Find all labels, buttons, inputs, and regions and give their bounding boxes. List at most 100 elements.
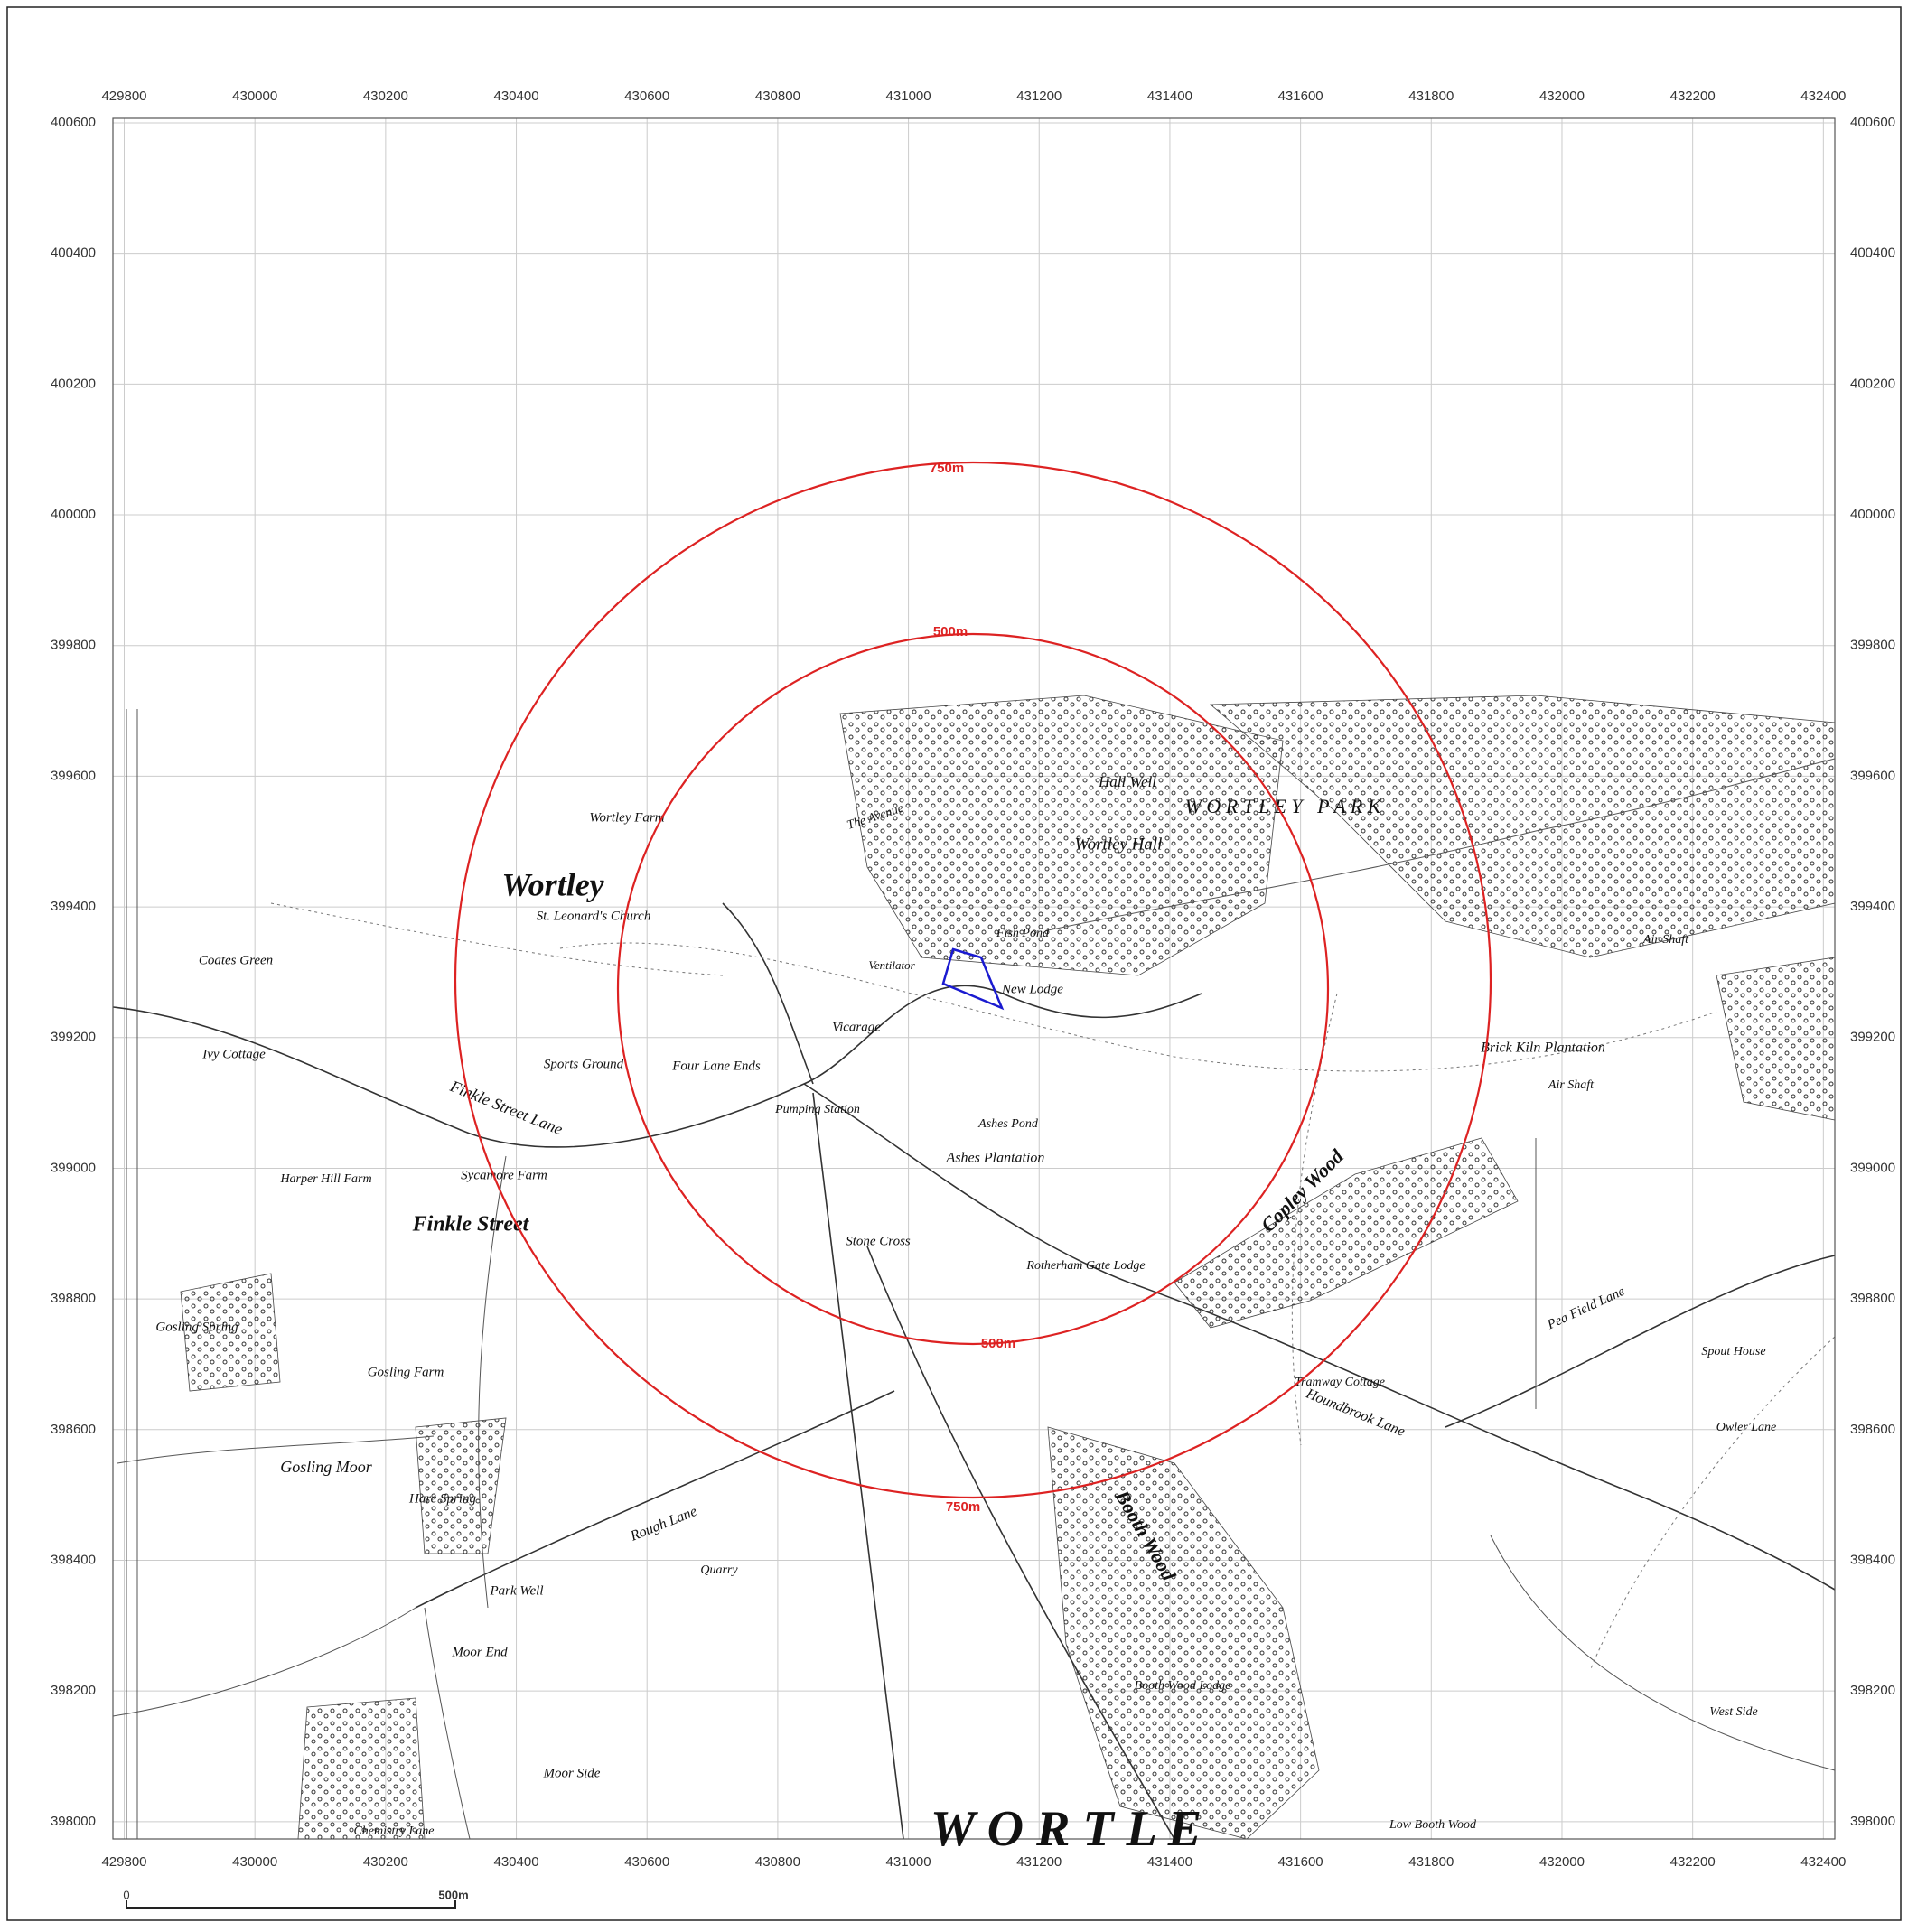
place-name: Chemistry Lane [353, 1825, 434, 1838]
place-name: Stone Cross [846, 1234, 911, 1248]
easting-label: 430200 [363, 89, 408, 104]
easting-label: 429800 [101, 1854, 146, 1870]
place-name: Fish Pond [996, 927, 1050, 940]
grid: 429800 429800 430000 430000 430200 430200 4304… [51, 89, 1895, 1870]
scale-label: 500m [438, 1888, 468, 1901]
easting-label: 430800 [755, 1854, 800, 1870]
northing-label: 399000 [1850, 1160, 1895, 1175]
northing-label: 398600 [51, 1422, 96, 1437]
place-name: Harper Hill Farm [279, 1172, 371, 1186]
northing-label: 398600 [1850, 1422, 1895, 1437]
easting-label: 429800 [101, 89, 146, 104]
northing-label: 399800 [51, 638, 96, 653]
northing-label: 399400 [1850, 899, 1895, 914]
place-name: Ivy Cottage [201, 1047, 266, 1061]
northing-label: 399400 [51, 899, 96, 914]
place-name: St. Leonard's Church [537, 909, 651, 923]
northing-label: 398800 [51, 1291, 96, 1306]
easting-label: 430400 [494, 89, 539, 104]
easting-label: 431400 [1147, 89, 1192, 104]
place-name: Vicarage [832, 1020, 881, 1034]
place-name: Moor End [451, 1645, 508, 1659]
place-name: Ventilator [868, 958, 915, 972]
northing-label: 400400 [51, 246, 96, 261]
woodland [180, 695, 1836, 1840]
northing-label: 399600 [51, 768, 96, 783]
scale-bar: 0 500m [123, 1888, 469, 1909]
place-name: Owler Lane [1716, 1421, 1777, 1434]
scale-label: 0 [123, 1888, 129, 1901]
easting-label: 431000 [886, 89, 931, 104]
easting-label: 430400 [494, 1854, 539, 1870]
place-name: Gosling Farm [368, 1365, 444, 1379]
place-name: Tramway Cottage [1295, 1376, 1385, 1389]
easting-label: 431800 [1408, 1854, 1454, 1870]
buffer-label: 500m [933, 624, 968, 639]
easting-label: 431800 [1408, 89, 1454, 104]
place-name: Gosling Spring [155, 1320, 238, 1334]
place-name: W O R T L E [931, 1801, 1202, 1857]
place-name: Pumping Station [774, 1103, 860, 1116]
place-name: Hall Well [1098, 773, 1156, 790]
place-name: Park Well [489, 1583, 543, 1598]
easting-label: 431400 [1147, 1854, 1192, 1870]
northing-label: 399000 [51, 1160, 96, 1175]
northing-label: 400000 [1850, 507, 1895, 522]
northing-label: 399200 [51, 1030, 96, 1045]
place-name: Ashes Plantation [946, 1151, 1045, 1166]
northing-label: 399800 [1850, 638, 1895, 653]
easting-label: 432400 [1800, 1854, 1846, 1870]
place-name: Ashes Pond [977, 1117, 1039, 1131]
place-name: Four Lane Ends [671, 1059, 761, 1073]
place-name: Gosling Moor [280, 1458, 373, 1476]
place-name: Wortley Hall [1075, 835, 1163, 854]
place-name: New Lodge [1001, 982, 1063, 996]
northing-label: 398000 [1850, 1814, 1895, 1829]
easting-label: 432000 [1539, 89, 1585, 104]
buffer-500 [616, 632, 1330, 1346]
easting-label: 430000 [232, 1854, 277, 1870]
buffer-label: 750m [930, 461, 964, 476]
easting-label: 431000 [886, 1854, 931, 1870]
easting-label: 431200 [1016, 1854, 1062, 1870]
northing-label: 400200 [51, 376, 96, 391]
buffer-label: 750m [946, 1499, 980, 1515]
northing-label: 398400 [51, 1552, 96, 1567]
easting-label: 432200 [1670, 89, 1716, 104]
easting-label: 432200 [1670, 1854, 1716, 1870]
place-name: Moor Side [543, 1766, 601, 1780]
place-name: Hare Spring [408, 1491, 477, 1506]
northing-label: 398000 [51, 1814, 96, 1829]
northing-label: 400600 [51, 115, 96, 130]
northing-label: 398400 [1850, 1552, 1895, 1567]
place-name: Coates Green [199, 953, 273, 967]
northing-label: 400400 [1850, 246, 1895, 261]
northing-label: 400600 [1850, 115, 1895, 130]
place-name: Air Shaft [1548, 1078, 1595, 1092]
easting-label: 430600 [624, 89, 669, 104]
buffer-label: 500m [981, 1336, 1015, 1351]
place-name: W O R T L E Y P A R K [1185, 795, 1382, 817]
sheet-border [6, 6, 1902, 1921]
place-name: Spout House [1701, 1345, 1765, 1358]
northing-label: 399200 [1850, 1030, 1895, 1045]
place-name: Quarry [700, 1563, 738, 1577]
easting-label: 432400 [1800, 89, 1846, 104]
historic-map [112, 695, 1836, 1840]
northing-label: 398200 [1850, 1683, 1895, 1698]
northing-label: 398200 [51, 1683, 96, 1698]
northing-label: 399600 [1850, 768, 1895, 783]
easting-label: 430800 [755, 89, 800, 104]
place-name: Sports Ground [544, 1057, 624, 1071]
place-name: Wortley Farm [589, 810, 664, 825]
easting-label: 431200 [1016, 89, 1062, 104]
easting-label: 430200 [363, 1854, 408, 1870]
place-name: Wortley [501, 866, 604, 902]
easting-label: 430600 [624, 1854, 669, 1870]
site-boundary [941, 947, 1005, 1011]
easting-label: 431600 [1278, 89, 1323, 104]
easting-label: 431600 [1278, 1854, 1323, 1870]
northing-label: 398800 [1850, 1291, 1895, 1306]
place-name: Sycamore Farm [461, 1168, 547, 1182]
